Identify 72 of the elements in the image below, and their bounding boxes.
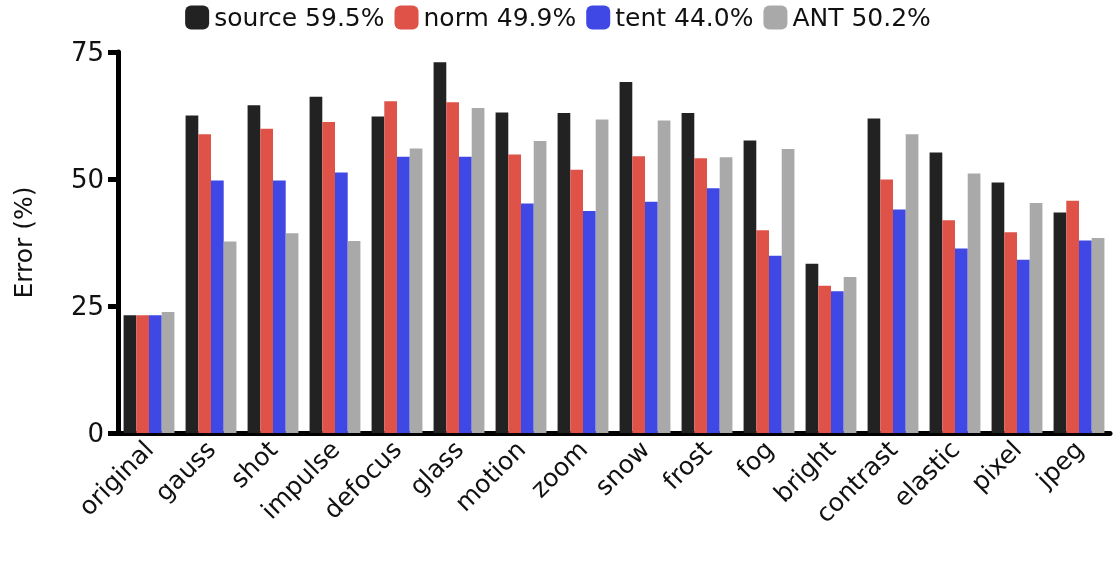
bar (285, 233, 299, 433)
bar (161, 312, 175, 433)
bar (831, 291, 844, 433)
bar (211, 180, 224, 433)
bar (583, 211, 596, 433)
bar (681, 112, 695, 433)
legend-label: norm 49.9% (423, 3, 577, 32)
bar (123, 315, 137, 433)
bar (273, 180, 286, 433)
bar (805, 263, 819, 433)
bar (347, 240, 361, 433)
y-axis-title: Error (%) (9, 186, 38, 299)
bar (1091, 237, 1105, 433)
bar (508, 154, 521, 433)
bar (371, 116, 385, 433)
bar (694, 158, 707, 433)
bar (955, 248, 968, 433)
legend-label: source 59.5% (214, 3, 385, 32)
bar (1079, 240, 1092, 433)
legend-label: tent 44.0% (615, 3, 754, 32)
bar (309, 96, 323, 433)
bar (149, 315, 162, 433)
bar (198, 134, 211, 433)
bar (781, 149, 795, 433)
legend-label: ANT 50.2% (792, 3, 931, 32)
bar (893, 209, 906, 433)
bar (1004, 232, 1017, 433)
bar (880, 179, 893, 433)
bar (409, 148, 423, 433)
bar (657, 120, 671, 433)
bar (136, 315, 149, 433)
bar (756, 230, 769, 433)
bar (707, 188, 720, 433)
bar (247, 105, 261, 433)
bar (867, 118, 881, 433)
bar (645, 201, 658, 433)
bar (991, 182, 1005, 433)
bar (185, 115, 199, 433)
bar (322, 122, 335, 433)
bar (446, 102, 459, 433)
bar (397, 156, 410, 433)
bar (595, 119, 609, 433)
bar (521, 203, 534, 433)
bar (335, 172, 348, 433)
bar (459, 156, 472, 433)
bar (905, 134, 919, 433)
bar (719, 157, 733, 433)
bar (433, 62, 447, 433)
bar (495, 112, 509, 433)
bar (1066, 200, 1079, 433)
bar (619, 81, 633, 433)
bar (223, 241, 237, 433)
bar (743, 140, 757, 433)
bar (570, 169, 583, 433)
bar (557, 112, 571, 433)
bar (1053, 212, 1067, 433)
bar (471, 107, 485, 433)
bar (769, 255, 782, 433)
bar (260, 128, 273, 433)
bar (533, 140, 547, 433)
bar (1017, 259, 1030, 433)
bar (818, 285, 831, 433)
bar (929, 152, 943, 433)
bar (843, 277, 857, 433)
bar (384, 101, 397, 433)
bar (632, 156, 645, 433)
y-tick-label: 25 (70, 291, 104, 321)
y-tick-label: 50 (70, 164, 104, 194)
bar (1029, 202, 1043, 433)
y-tick-label: 75 (70, 37, 104, 67)
bar (967, 173, 981, 433)
bar (942, 220, 955, 433)
